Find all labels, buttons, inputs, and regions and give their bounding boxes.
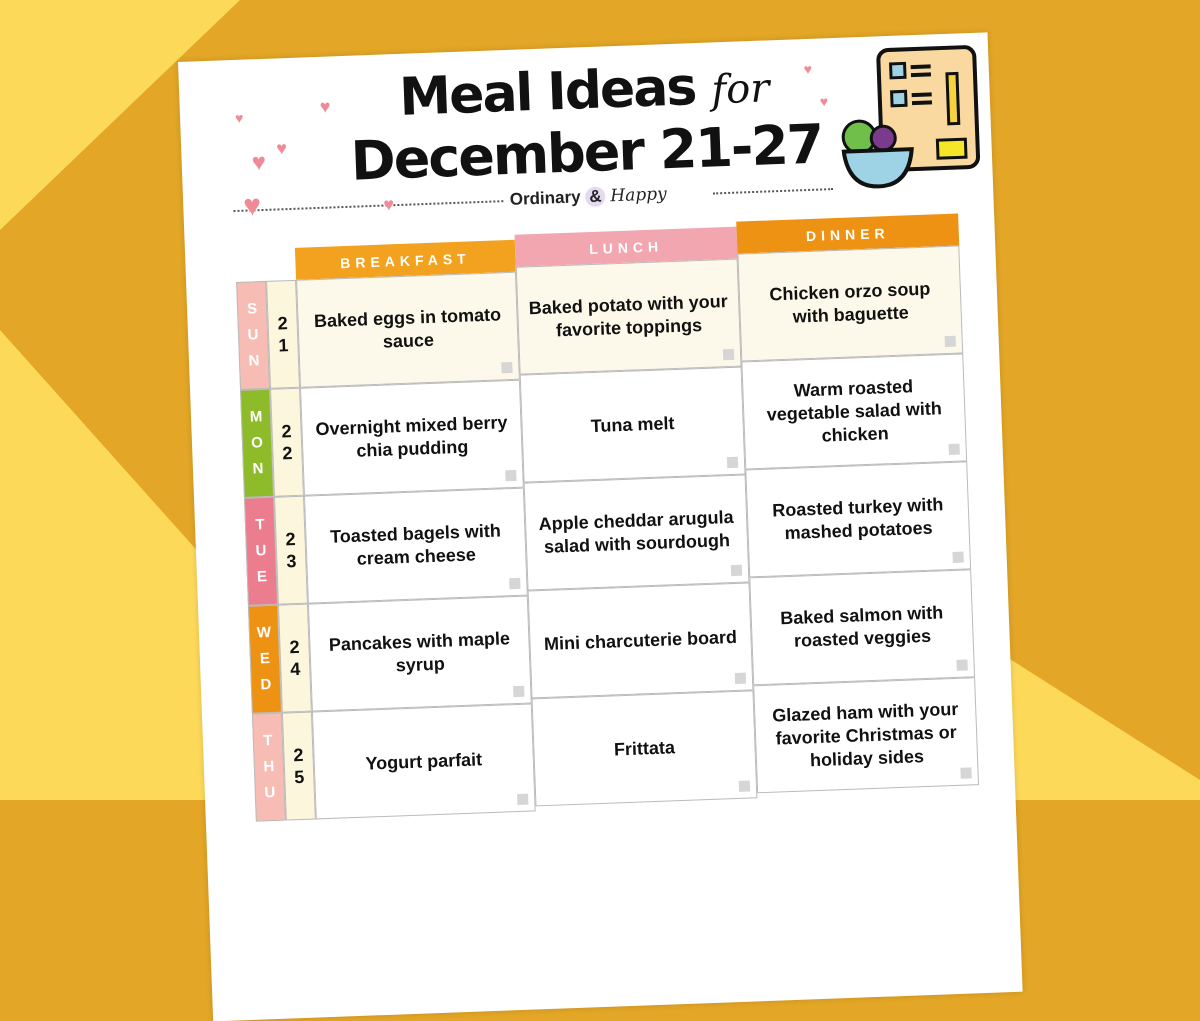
date-digit: 2: [289, 636, 300, 658]
meal-text: Baked salmon with roasted veggies: [779, 602, 944, 651]
meal-cell-lunch: Apple cheddar arugula salad with sourdou…: [523, 474, 750, 591]
day-letter: D: [260, 676, 272, 694]
date-digit: 2: [282, 443, 293, 464]
salad-bowl-icon: [841, 119, 914, 189]
date-digit: 1: [278, 335, 289, 356]
checkbox-icon[interactable]: [517, 793, 529, 806]
meal-cell-dinner: Warm roasted vegetable salad with chicke…: [741, 353, 968, 470]
meal-cell-breakfast: Yogurt parfait: [311, 703, 536, 820]
day-letter: H: [263, 757, 275, 776]
date-digit: 2: [277, 313, 289, 334]
heart-icon: ♥: [242, 189, 262, 223]
meal-text: Yogurt parfait: [365, 748, 483, 774]
checkbox-icon[interactable]: [960, 767, 972, 779]
date-digit: 2: [293, 744, 304, 766]
heart-icon: ♥: [234, 109, 244, 126]
checkbox-icon[interactable]: [734, 672, 747, 685]
heart-icon: ♥: [803, 60, 813, 78]
checkbox-icon[interactable]: [738, 780, 751, 792]
checkbox-icon[interactable]: [948, 443, 960, 456]
day-letter: O: [250, 434, 264, 452]
meal-text: Baked eggs in tomato sauce: [313, 304, 502, 352]
checkbox-icon[interactable]: [952, 551, 964, 563]
day-letter: E: [259, 650, 271, 668]
date-digit: 2: [285, 529, 296, 550]
meal-text: Warm roasted vegetable salad with chicke…: [766, 375, 943, 446]
day-letter: U: [264, 783, 276, 802]
checkbox-icon[interactable]: [730, 564, 743, 577]
meal-text: Overnight mixed berry chia pudding: [315, 412, 508, 461]
meal-cell-lunch: Tuna melt: [519, 366, 746, 483]
heart-icon: ♥: [382, 194, 395, 215]
checklist-icon: [841, 45, 981, 189]
meal-cell-lunch: Frittata: [531, 690, 758, 807]
date-digit: 3: [285, 551, 297, 572]
day-letter: E: [256, 568, 268, 586]
meal-cell-dinner: Chicken orzo soup with baguette: [737, 245, 964, 362]
meal-text: Roasted turkey with mashed potatoes: [771, 494, 944, 544]
checkbox-icon[interactable]: [726, 456, 739, 469]
checkbox-icon[interactable]: [513, 685, 525, 698]
meal-cell-breakfast: Overnight mixed berry chia pudding: [300, 379, 524, 496]
meal-text: Tuna melt: [590, 412, 675, 436]
day-letter: T: [263, 731, 273, 750]
date-digit: 2: [281, 421, 292, 442]
checkbox-icon[interactable]: [501, 361, 513, 374]
checkbox-icon[interactable]: [944, 335, 956, 348]
day-letter: N: [248, 352, 260, 370]
day-letter: U: [255, 542, 267, 560]
meal-text: Chicken orzo soup with baguette: [769, 278, 931, 327]
date-digit: 5: [293, 766, 305, 788]
day-letter: W: [256, 623, 272, 642]
meal-cell-dinner: Baked salmon with roasted veggies: [749, 569, 976, 686]
checkbox-icon[interactable]: [722, 348, 735, 361]
day-letter: N: [252, 460, 264, 478]
meal-cell-dinner: Roasted turkey with mashed potatoes: [745, 461, 972, 578]
meal-text: Toasted bagels with cream cheese: [329, 520, 502, 569]
day-letter: T: [255, 516, 265, 534]
day-letter: S: [246, 300, 258, 318]
meal-text: Glazed ham with your favorite Christmas …: [771, 698, 959, 770]
checkbox-icon[interactable]: [509, 577, 521, 590]
meal-text: Mini charcuterie board: [543, 626, 738, 654]
date-digit: 4: [289, 658, 301, 680]
heart-icon: ♥: [319, 96, 331, 117]
meal-text: Pancakes with maple syrup: [328, 628, 511, 676]
checkbox-icon[interactable]: [505, 469, 517, 482]
meal-text: Baked potato with your favorite toppings: [528, 291, 728, 341]
meal-text: Apple cheddar arugula salad with sourdou…: [538, 506, 734, 557]
meal-cell-breakfast: Toasted bagels with cream cheese: [303, 487, 528, 604]
background: [0, 0, 1200, 800]
meal-plan-sheet: Meal Ideas for December 21-27 Ordinary &…: [178, 32, 1023, 1021]
meal-cell-breakfast: Pancakes with maple syrup: [307, 595, 532, 712]
checkbox-icon[interactable]: [956, 659, 968, 671]
meal-text: Frittata: [613, 736, 676, 759]
heart-icon: ♥: [251, 148, 267, 177]
meal-cell-lunch: Mini charcuterie board: [527, 582, 754, 699]
meal-cell-dinner: Glazed ham with your favorite Christmas …: [753, 677, 980, 794]
day-letter: U: [247, 326, 259, 344]
day-letter: M: [249, 408, 263, 426]
heart-icon: ♥: [275, 138, 288, 159]
meal-cell-breakfast: Baked eggs in tomato sauce: [296, 271, 520, 388]
meal-cell-lunch: Baked potato with your favorite toppings: [515, 258, 742, 375]
heart-icon: ♥: [819, 93, 829, 110]
